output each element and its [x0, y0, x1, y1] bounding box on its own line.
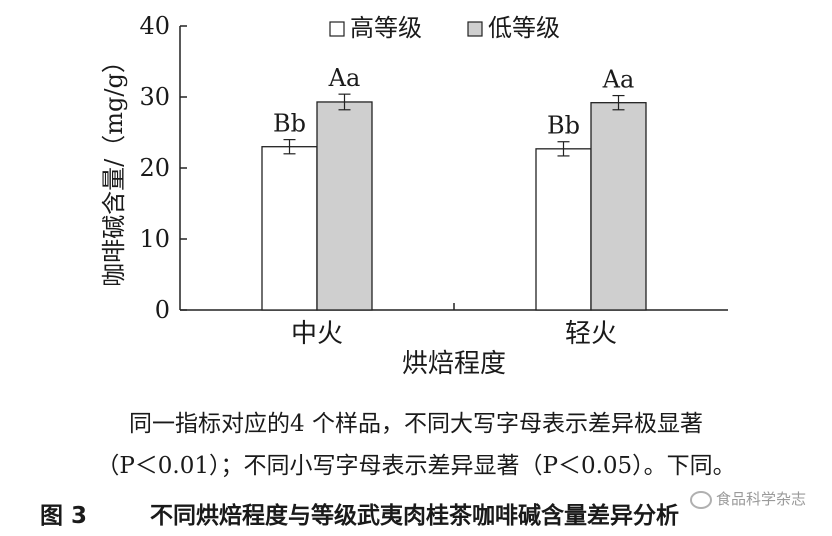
- significance-label: Aa: [328, 64, 361, 92]
- y-tick-label: 20: [139, 154, 170, 182]
- legend-label: 低等级: [488, 14, 560, 42]
- y-tick-label: 10: [139, 225, 170, 253]
- bar: [590, 102, 647, 311]
- caption-number: 图 3: [40, 503, 88, 529]
- legend-label: 高等级: [350, 14, 422, 42]
- y-tick-label: 40: [139, 12, 170, 40]
- y-axis-title: 咖啡碱含量/（mg/g）: [100, 49, 128, 287]
- wechat-icon: [689, 490, 712, 509]
- figure-caption: 图 3 不同烘焙程度与等级武夷肉桂茶咖啡碱含量差异分析: [40, 496, 679, 530]
- caption-title: 不同烘焙程度与等级武夷肉桂茶咖啡碱含量差异分析: [150, 503, 679, 529]
- significance-label: Bb: [547, 112, 580, 140]
- y-tick-label: 0: [155, 296, 170, 324]
- legend-swatch: [329, 21, 345, 37]
- bar: [261, 146, 318, 311]
- y-tick-label: 30: [139, 83, 170, 111]
- chart: 0 10 20 30 40 Bb Aa 中火 Bb Aa 轻火烘焙程度 咖啡碱含量/（mg/g） 高等级…: [100, 12, 728, 379]
- significance-label: Bb: [273, 110, 306, 138]
- figure-note-line2: （P＜0.01）；不同小写字母表示差异显著（P＜0.05）。下同。: [96, 453, 736, 479]
- bar: [316, 101, 373, 311]
- watermark: 食品科学杂志: [689, 488, 806, 509]
- watermark-text: 食品科学杂志: [715, 490, 806, 508]
- x-axis-title: 烘焙程度: [402, 349, 506, 379]
- figure-note-line1: 同一指标对应的4 个样品，不同大写字母表示差异极显著: [129, 411, 703, 437]
- x-tick-label: 中火: [291, 319, 343, 349]
- significance-label: Aa: [602, 66, 635, 94]
- bar: [535, 148, 592, 311]
- legend-swatch: [467, 21, 483, 37]
- x-tick-label: 轻火: [565, 319, 617, 349]
